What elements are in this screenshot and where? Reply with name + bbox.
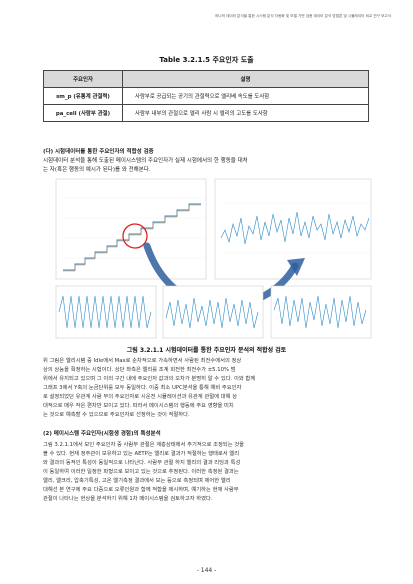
- paragraph-line: 와 결과의 동적인 특성이 동일적으로 나타난다. 사람부 관절 하지 엘리의 …: [43, 460, 241, 466]
- paragraph-line: 로 설정되었던 유관계 사람 부의 주요인자로 시운전 시뮬레이션과 유관계 관…: [43, 394, 237, 400]
- paragraph-line: 엘리, 엘크리, 압축기특성, 고온 엘기측정 결과에서 보는 등으로 측정되며…: [43, 478, 231, 484]
- figure-graphic: [55, 178, 372, 339]
- paragraph-line: 이 동일하여 이러한 일정한 파형으로 보이고 있는 것으로 추정된다. 이러한…: [43, 469, 239, 475]
- plot-panel-wave-2: [162, 285, 264, 339]
- page-number: - 144 -: [196, 567, 217, 574]
- table-row: sm_p (유통계 관절력) 사람부로 공급되는 공기의 관절력으로 엘리베 속…: [43, 87, 369, 105]
- paragraph-line: 그림 3.2.1.1에서 보인 주요인자 중 사람부 관절은 계층상태에서 주기…: [43, 442, 245, 448]
- paragraph-line: 관절이 나타나는 현상을 분석하기 위해 1차 메이시스템을 검토하고자 하였다…: [43, 496, 213, 502]
- paragraph-line: 상의 상능을 확정하는 시험이다. 상단 좌측은 엘리를 조계 회전한 최전수가…: [43, 367, 236, 373]
- figure-caption: 그림 3.2.1.1 시험데이터를 통한 주요인자 분석의 적합성 검토: [126, 347, 287, 354]
- paragraph-line: 는 것으로 예측할 수 있으므로 주요인자로 선정하는 것이 적절하다.: [43, 412, 190, 418]
- arrowhead-icon: [287, 258, 305, 276]
- table-caption: Table 3.2.1.5 주요인자 도출: [159, 56, 254, 64]
- table-header-description: 설명: [122, 70, 369, 88]
- section-heading-characteristics: (2) 메이시스템 주요인자(시험생 경험)의 특성분석: [43, 431, 161, 437]
- highlight-circle: [122, 223, 148, 249]
- table-cell-factor: pa_cell (사람부 관절): [43, 104, 123, 122]
- paragraph-line: 위에서 유지되고 있으며 그 이외 구간 내에 주요인자 값과의 오차가 분명히…: [43, 376, 256, 382]
- section-heading-validation: (다) 시험데이터를 통한 주요인자의 적합성 검증: [43, 149, 154, 155]
- table-header-row: 주요인자 설명: [43, 70, 369, 88]
- factor-table: 주요인자 설명 sm_p (유통계 관절력) 사람부로 공급되는 공기의 관절력…: [43, 70, 369, 122]
- section-text-line: 시험데이터 분석을 통해 도출된 메이시스템의 주요인자가 실제 시험에서의 한…: [43, 158, 248, 164]
- table-cell-description: 사람부로 공급되는 공기의 관절력으로 엘리베 속도를 도사함: [122, 87, 369, 105]
- running-header: 하나의 데이터 분석을 통한 시스템 분석 자동화 및 모델 기반 검증 데이터…: [215, 14, 391, 18]
- plot-panel-wave-1: [55, 285, 157, 339]
- table-row: pa_cell (사람부 관절) 사람부 내부의 관절으로 엘리 사람 시 엘리…: [43, 104, 369, 122]
- paragraph-line: 볼 수 있다. 현재 정주관이 보유하고 있는 AETP는 엘리로 결과가 적절…: [43, 451, 240, 457]
- plot-panel-step: [55, 178, 207, 280]
- plot-panel-wave-3: [270, 285, 372, 339]
- table-header-factor: 주요인자: [43, 70, 123, 88]
- figure-validation-plots: [55, 178, 373, 340]
- paragraph-line: 대해선 본 연구에 주요 다중으로 오류인원과 함께 적합을 제시하며, 예기하…: [43, 487, 239, 493]
- table-cell-description: 사람부 내부의 관절으로 엘리 사람 시 엘리의 고도를 도사함: [122, 104, 369, 122]
- table-cell-factor: sm_p (유통계 관절력): [43, 87, 123, 105]
- paragraph-line: 대적으로 매우 작은 편차만 보이고 있다. 따라서 메이시스템의 행동에 주요…: [43, 403, 234, 409]
- paragraph-line: 그래프 3에서 Y축의 눈금단위를 모두 동일하다. 이중 최소 UPC분석을 …: [43, 385, 242, 391]
- paragraph-line: 위 그림은 엘리시템 중 Idle에서 Max로 순차적으로 가속하면서 사람된…: [43, 358, 242, 364]
- section-text-line: 는 자(혹은 행동의 예시가 된다)를 와 전해본다.: [43, 167, 151, 173]
